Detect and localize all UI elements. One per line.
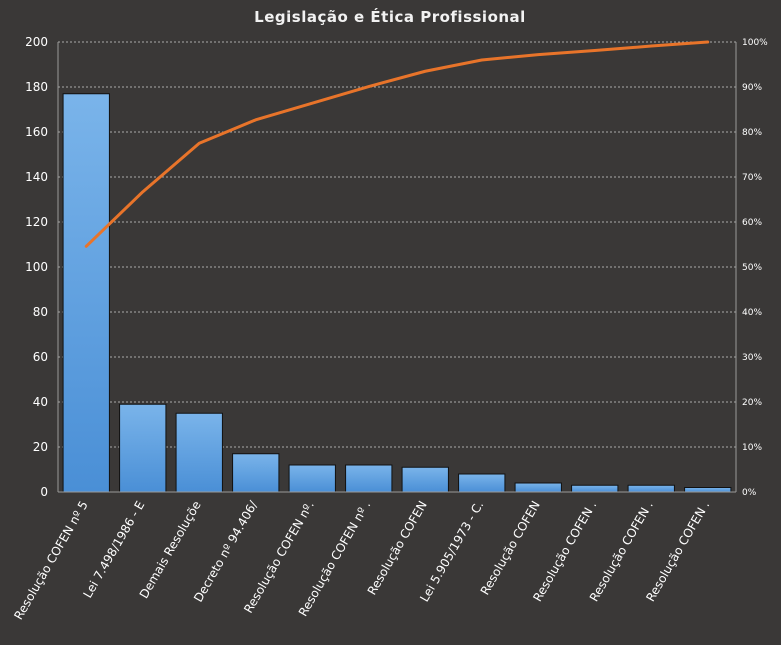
cumulative-line-path [84,40,710,248]
bar [514,482,562,493]
x-tick-label: Lei 5.905/1973 - C. [417,499,486,605]
y-tick-label: 160 [25,125,48,139]
bar [175,412,223,493]
gridlines [58,41,736,448]
y2-tick-label: 30% [742,353,762,363]
y-tick-label: 200 [25,35,48,49]
y-tick-label: 120 [25,215,48,229]
y2-tick-label: 50% [742,263,762,273]
bar [401,466,449,493]
y-tick-label: 20 [33,440,48,454]
y2-tick-label: 20% [742,398,762,408]
x-tick-label: Resolução COFEN [365,499,430,598]
bar [62,93,110,493]
bar [119,403,167,493]
bar [571,484,619,493]
bars [62,93,732,493]
y2-tick-label: 40% [742,308,762,318]
bar [345,464,393,493]
y-tick-label: 60 [33,350,48,364]
y2-tick-label: 100% [742,38,768,48]
x-tick-label: Resolução COFEN [478,499,543,598]
y2-tick-label: 70% [742,173,762,183]
x-tick-label: Lei 7.498/1986 - E [80,499,147,601]
y-tick-label: 40 [33,395,48,409]
y2-tick-label: 0% [742,488,757,498]
y-tick-label: 140 [25,170,48,184]
bar [684,487,732,493]
x-tick-label: Resolução COFEN . [587,499,656,605]
axes: 0 20 40 60 80 100 120 140 160 180 200 0% 10% 20% 30% 40… [11,35,768,622]
y2-tick-label: 80% [742,128,762,138]
y-tick-label: 0 [40,485,48,499]
y2-tick-label: 10% [742,443,762,453]
bar [232,453,280,493]
bar [458,473,506,493]
y-tick-label: 100 [25,260,48,274]
cumulative-line [84,40,710,248]
x-tick-label: Decreto nº 94.406/ [191,498,261,605]
bar [627,484,675,493]
x-tick-label: Demais Resoluçõe [137,499,204,601]
y2-tick-label: 90% [742,83,762,93]
chart-title: Legislação e Ética Profissional [254,7,526,26]
x-tick-label: Resolução COFEN . [643,499,712,605]
x-tick-label: Resolução COFEN . [530,499,599,605]
y-tick-label: 80 [33,305,48,319]
y2-tick-label: 60% [742,218,762,228]
y-tick-label: 180 [25,80,48,94]
bar [288,464,336,493]
x-tick-label: Resolução COFEN nº 5 [11,499,90,623]
